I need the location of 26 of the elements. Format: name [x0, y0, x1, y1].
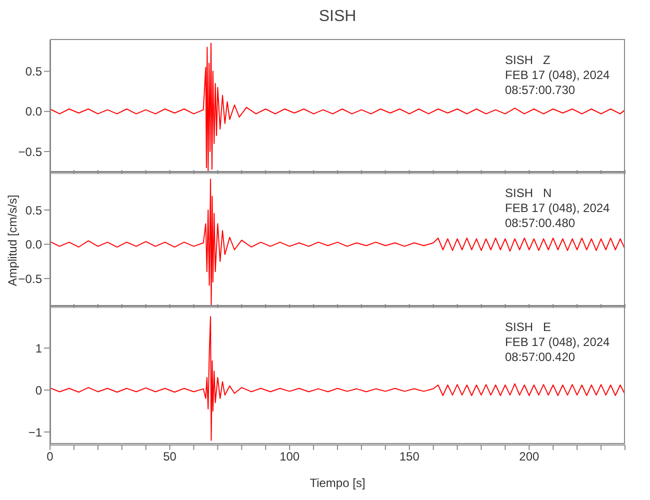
annotation: 08:57:00.730: [505, 83, 576, 98]
annotation: FEB 17 (048), 2024: [505, 68, 610, 83]
annotation: FEB 17 (048), 2024: [505, 201, 610, 216]
y-tick-label: 1: [35, 341, 42, 356]
annotation: SISH N: [505, 186, 553, 201]
annotation: 08:57:00.480: [505, 216, 576, 231]
annotation: SISH E: [505, 320, 552, 335]
y-tick-label: −0.5: [18, 144, 42, 159]
y-tick-label: −0.5: [18, 272, 42, 286]
chart-title: SISH: [318, 8, 358, 26]
x-tick-label: 100: [280, 450, 300, 464]
y-tick-label: 0: [35, 383, 42, 398]
x-tick-label: 50: [163, 450, 177, 464]
y-tick-label: 0.5: [25, 203, 42, 218]
y-tick-label: 0.0: [25, 238, 42, 252]
y-tick-label: 0.0: [25, 104, 42, 119]
x-tick-label: 0: [46, 450, 54, 464]
annotation: 08:57:00.420: [505, 350, 576, 365]
y-axis-title: Amplitud [cm/s/s]: [5, 194, 20, 286]
y-tick-label: −1: [28, 425, 42, 440]
annotation: SISH Z: [505, 53, 552, 68]
x-tick-label: 200: [519, 450, 540, 464]
annotation: FEB 17 (048), 2024: [505, 335, 610, 350]
x-tick-label: 150: [399, 450, 420, 464]
x-axis-title: Tiempo [s]: [310, 476, 366, 490]
y-tick-label: 0.5: [25, 64, 42, 79]
